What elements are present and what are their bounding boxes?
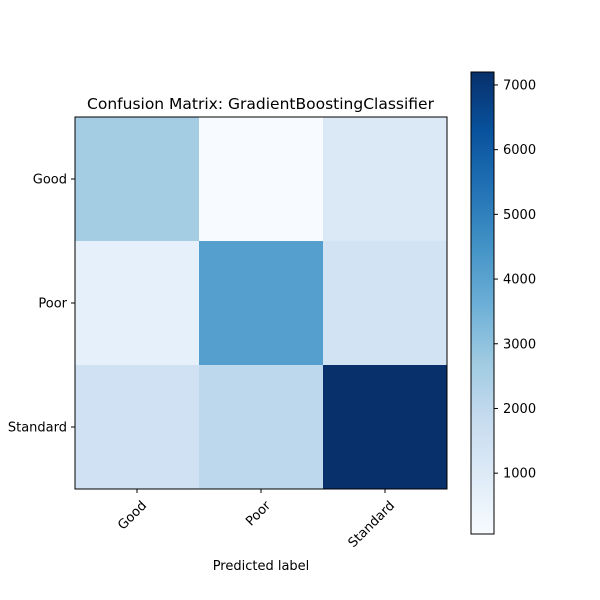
x-axis-label: Predicted label: [213, 559, 310, 574]
y-tick-label: Standard: [8, 421, 67, 436]
y-tick-label: Good: [33, 173, 67, 188]
colorbar-tick-label: 3000: [503, 337, 536, 352]
heatmap-cell: [75, 365, 200, 490]
colorbar-tick-label: 6000: [503, 143, 536, 158]
y-axis: Good Poor Standard: [8, 173, 75, 436]
heatmap-cell: [199, 241, 324, 366]
heatmap-cell: [199, 365, 324, 490]
heatmap-cell: [323, 365, 448, 490]
colorbar-tick-label: 7000: [503, 78, 536, 93]
colorbar-tick-label: 2000: [503, 402, 536, 417]
y-tick-label: Poor: [38, 297, 67, 312]
x-tick-label: Good: [115, 498, 150, 533]
chart-title: Confusion Matrix: GradientBoostingClassi…: [87, 95, 435, 113]
colorbar-tick-label: 5000: [503, 208, 536, 223]
heatmap-cell: [75, 117, 200, 242]
colorbar-tick-label: 4000: [503, 273, 536, 288]
heatmap-cell: [323, 117, 448, 242]
x-axis: Good Poor Standard: [115, 489, 398, 551]
colorbar-axis: 1000 2000 3000 4000 5000 6000 7000: [494, 78, 536, 482]
heatmap-cell: [199, 117, 324, 242]
x-tick-label: Standard: [346, 498, 398, 550]
colorbar-tick-label: 1000: [503, 467, 536, 482]
heatmap-cells: [75, 117, 448, 490]
colorbar: [470, 71, 495, 535]
x-tick-label: Poor: [243, 498, 274, 529]
heatmap-cell: [75, 241, 200, 366]
heatmap-cell: [323, 241, 448, 366]
